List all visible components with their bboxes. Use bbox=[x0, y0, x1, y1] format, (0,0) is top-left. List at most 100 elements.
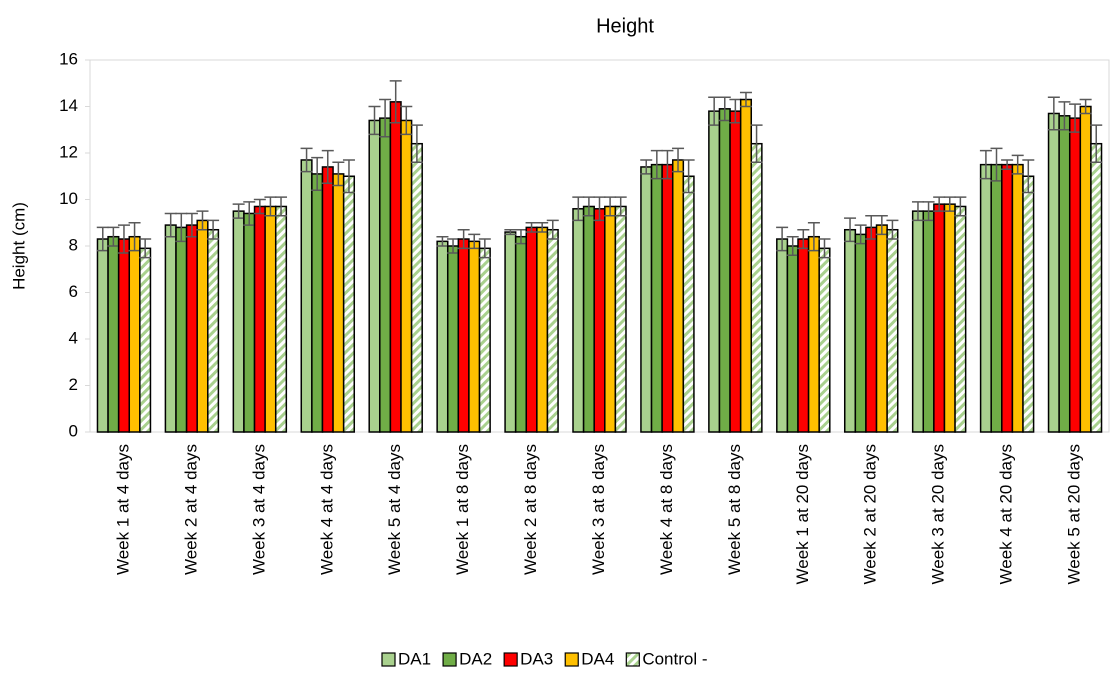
error-bar bbox=[582, 196, 595, 217]
error-bar bbox=[468, 233, 481, 250]
bar bbox=[253, 205, 266, 433]
error-bar bbox=[990, 147, 1003, 182]
error-bar bbox=[1058, 101, 1071, 131]
error-bar bbox=[232, 203, 245, 219]
error-bar bbox=[275, 196, 288, 217]
bar bbox=[107, 235, 120, 433]
bar bbox=[196, 219, 209, 433]
chart-title: Height bbox=[596, 15, 654, 37]
x-tick-label: Week 4 at 20 days bbox=[997, 444, 1016, 585]
error-bar bbox=[457, 228, 470, 250]
error-bar bbox=[682, 159, 695, 194]
error-bar bbox=[1090, 124, 1103, 164]
error-bar bbox=[886, 219, 899, 240]
bar bbox=[593, 208, 606, 433]
error-bar bbox=[504, 228, 517, 236]
bar bbox=[139, 247, 152, 433]
legend-swatch bbox=[503, 652, 518, 667]
bar bbox=[546, 228, 559, 433]
error-bar bbox=[128, 222, 141, 252]
error-bar bbox=[342, 159, 355, 194]
bar bbox=[1001, 163, 1014, 433]
bar bbox=[1068, 117, 1082, 433]
x-tick-label: Week 3 at 8 days bbox=[589, 444, 608, 575]
y-tick-label: 14 bbox=[59, 96, 78, 115]
bar bbox=[776, 238, 789, 433]
bar bbox=[682, 175, 695, 433]
bar bbox=[185, 224, 198, 433]
bar bbox=[410, 142, 423, 433]
x-tick-label: Week 2 at 20 days bbox=[861, 444, 880, 585]
bar bbox=[750, 142, 763, 433]
bar bbox=[650, 163, 663, 433]
y-tick-label: 6 bbox=[69, 282, 78, 301]
error-bar bbox=[1001, 159, 1014, 171]
bar bbox=[457, 238, 470, 433]
bar bbox=[321, 166, 334, 433]
error-bar bbox=[672, 147, 685, 173]
x-tick-label: Week 1 at 20 days bbox=[793, 444, 812, 585]
error-bar bbox=[572, 196, 585, 222]
error-bar bbox=[436, 235, 449, 247]
error-bar bbox=[175, 212, 188, 243]
error-bar bbox=[718, 96, 731, 122]
y-tick-label: 8 bbox=[69, 235, 78, 254]
error-bar bbox=[514, 228, 527, 245]
bar bbox=[232, 210, 245, 433]
error-bar bbox=[729, 98, 742, 124]
error-bar bbox=[640, 159, 653, 175]
error-bar bbox=[546, 219, 559, 240]
bar bbox=[342, 175, 356, 433]
y-tick-label: 16 bbox=[59, 49, 78, 68]
error-bar bbox=[264, 196, 277, 217]
bar bbox=[604, 205, 617, 433]
error-bar bbox=[954, 196, 967, 217]
legend-label: DA4 bbox=[581, 649, 614, 668]
error-bar bbox=[300, 147, 313, 173]
bar bbox=[875, 224, 888, 433]
bar bbox=[922, 210, 935, 433]
error-bar bbox=[1011, 154, 1024, 175]
bar bbox=[582, 205, 595, 433]
bar bbox=[379, 117, 392, 433]
bar bbox=[979, 163, 992, 433]
bar bbox=[332, 173, 345, 433]
error-bar bbox=[389, 80, 402, 124]
bar bbox=[843, 228, 857, 433]
bar bbox=[943, 203, 956, 433]
error-bar bbox=[865, 215, 878, 240]
error-bar bbox=[875, 215, 888, 236]
bar bbox=[818, 247, 831, 433]
error-bar bbox=[854, 224, 867, 245]
x-tick-label: Week 5 at 4 days bbox=[385, 444, 404, 575]
bar bbox=[640, 166, 653, 433]
error-bar bbox=[1047, 96, 1060, 131]
error-bar bbox=[1079, 98, 1092, 115]
error-bar bbox=[311, 156, 324, 191]
bar bbox=[886, 228, 899, 433]
y-tick-label: 12 bbox=[59, 142, 78, 161]
bar bbox=[164, 224, 177, 433]
bar bbox=[478, 247, 491, 433]
bar bbox=[739, 98, 753, 433]
bar bbox=[1047, 112, 1060, 433]
bar bbox=[300, 159, 313, 433]
bar bbox=[572, 208, 585, 433]
error-bar bbox=[739, 91, 752, 108]
x-tick-label: Week 5 at 20 days bbox=[1065, 444, 1084, 585]
bar bbox=[128, 235, 141, 433]
error-bar bbox=[321, 149, 334, 184]
error-bar bbox=[750, 124, 763, 164]
bar bbox=[117, 238, 131, 433]
bar bbox=[865, 226, 878, 433]
x-tick-label: Week 4 at 4 days bbox=[317, 444, 336, 575]
error-bar bbox=[797, 228, 810, 250]
error-bar bbox=[593, 196, 606, 222]
error-bar bbox=[196, 210, 209, 231]
y-tick-label: 10 bbox=[59, 189, 78, 208]
x-tick-label: Week 1 at 4 days bbox=[113, 444, 132, 575]
error-bar bbox=[447, 238, 460, 254]
error-bar bbox=[708, 96, 721, 126]
error-bar bbox=[807, 222, 820, 252]
error-bar bbox=[911, 201, 924, 222]
